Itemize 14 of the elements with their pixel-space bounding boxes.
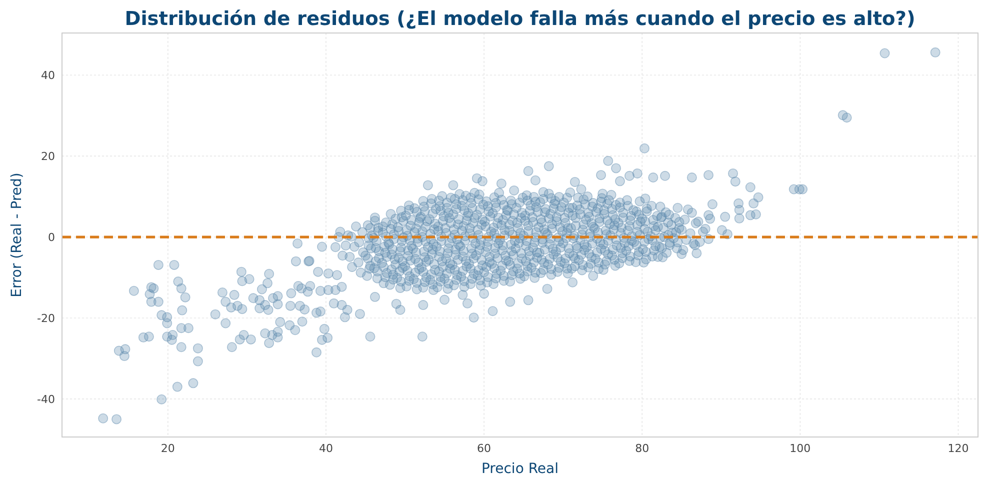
x-tick-label: 20 bbox=[160, 442, 175, 455]
chart-title: Distribución de residuos (¿El modelo falla más cuando el precio es alto?) bbox=[124, 7, 916, 30]
y-tick-label: 40 bbox=[41, 68, 55, 82]
x-tick-label: 100 bbox=[790, 442, 811, 455]
y-tick-label: -40 bbox=[37, 392, 55, 406]
x-tick-label: 60 bbox=[477, 442, 492, 455]
x-tick-label: 80 bbox=[635, 442, 650, 455]
y-tick-label: -20 bbox=[37, 312, 55, 325]
x-tick-label: 120 bbox=[948, 442, 969, 455]
y-tick-label: 0 bbox=[48, 230, 55, 244]
x-axis-title: Precio Real bbox=[481, 461, 559, 477]
x-tick-label: 40 bbox=[318, 442, 333, 455]
y-tick-label: 20 bbox=[41, 150, 55, 163]
y-axis-title: Error (Real - Pred) bbox=[9, 172, 25, 298]
